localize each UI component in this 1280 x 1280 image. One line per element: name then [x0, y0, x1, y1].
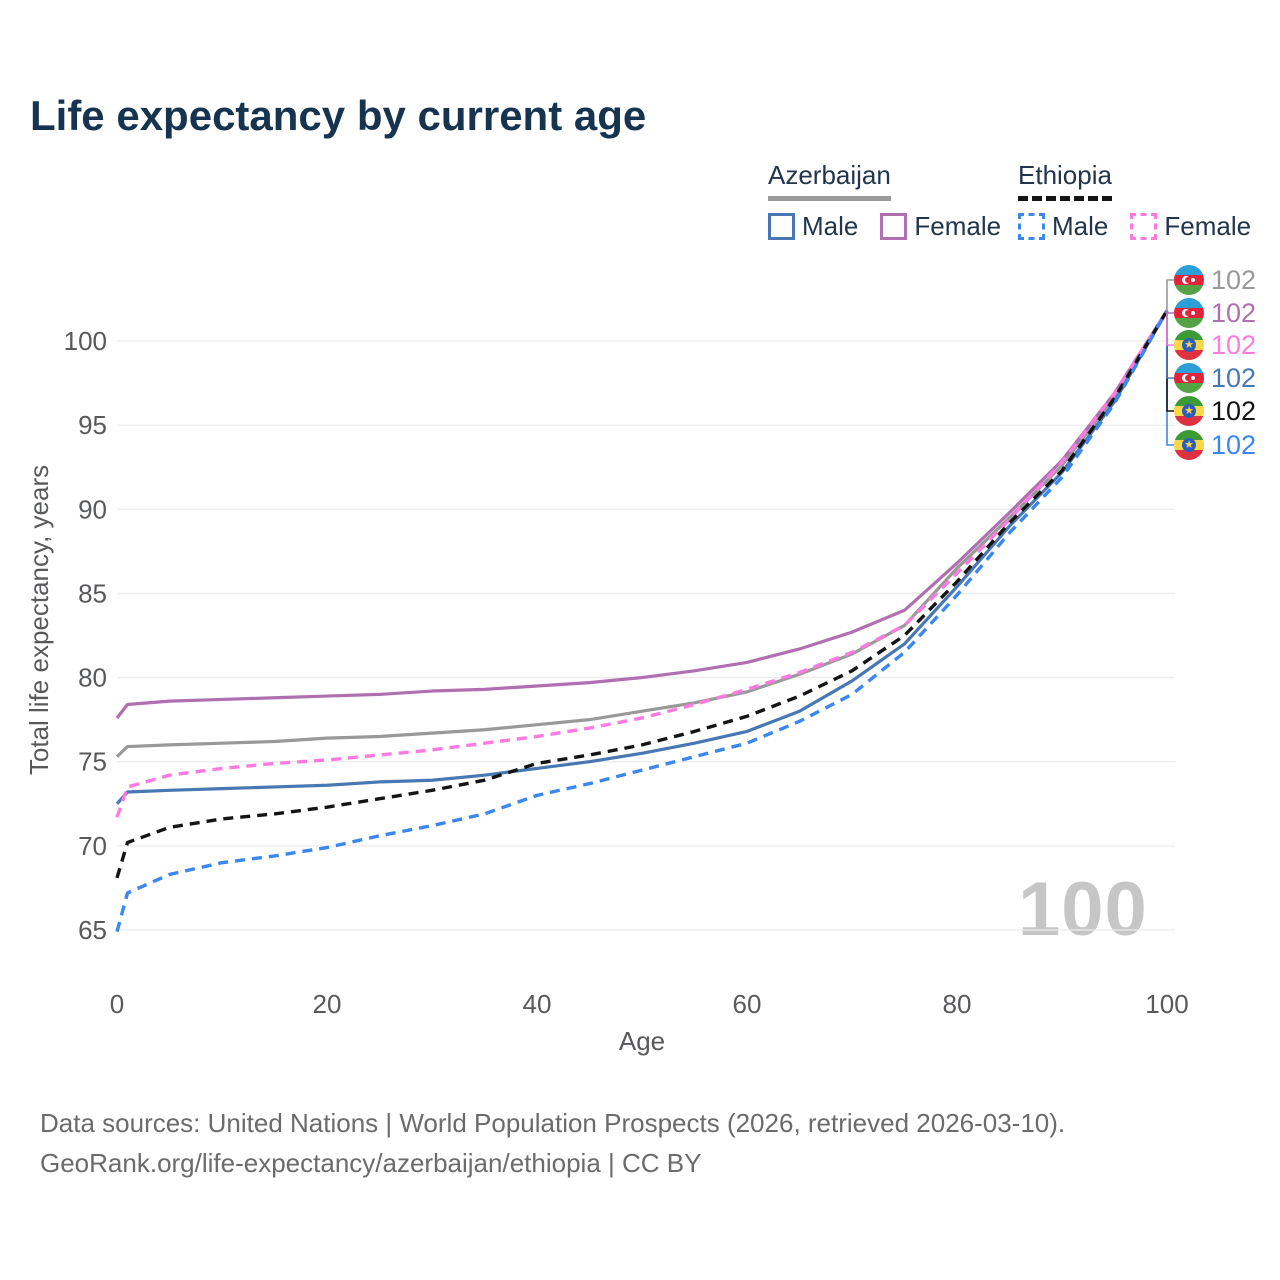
legend-label: Female	[914, 211, 1002, 241]
legend-item-azerbaijan-female[interactable]: Female	[880, 211, 1001, 242]
end-value: 102	[1211, 298, 1257, 328]
y-tick-label: 75	[78, 747, 107, 777]
azerbaijan-flag-icon	[1174, 363, 1204, 393]
end-label-azerbaijan-both[interactable]: 102	[1174, 265, 1256, 295]
series-line-azerbaijan-both-sexes[interactable]	[115, 309, 1169, 758]
y-tick-label: 80	[78, 663, 107, 693]
end-label-ethiopia-female[interactable]: ★ 102	[1174, 330, 1256, 360]
y-tick-label: 90	[78, 494, 107, 524]
end-value: 102	[1211, 396, 1257, 426]
ethiopia-flag-icon: ★	[1174, 396, 1204, 426]
ethiopia-flag-icon: ★	[1174, 430, 1204, 460]
legend-label: Male	[802, 211, 859, 241]
end-label-connector	[1166, 279, 1174, 311]
legend-country-ethiopia[interactable]: Ethiopia	[1018, 160, 1112, 201]
y-tick-label: 65	[78, 915, 107, 945]
legend-label: Female	[1164, 211, 1252, 241]
x-tick-label: 0	[110, 989, 124, 1019]
x-tick-label: 40	[523, 989, 552, 1019]
series-line-azerbaijan-female[interactable]	[115, 309, 1169, 719]
legend-item-azerbaijan-male[interactable]: Male	[768, 211, 858, 242]
azerbaijan-male-swatch-icon	[768, 213, 795, 240]
azerbaijan-flag-icon	[1174, 265, 1204, 295]
end-label-connectors	[1166, 279, 1174, 446]
attribution-link-text: GeoRank.org/life-expectancy/azerbaijan/e…	[40, 1148, 702, 1178]
end-label-connector	[1166, 310, 1174, 314]
legend-country-azerbaijan[interactable]: Azerbaijan	[768, 160, 891, 201]
series-line-ethiopia-female[interactable]	[115, 309, 1169, 818]
current-age-watermark: 100	[1018, 867, 1148, 952]
legend-items-azerbaijan: Male Female	[768, 211, 1001, 242]
end-label-ethiopia-male[interactable]: ★ 102	[1174, 430, 1256, 460]
ethiopia-female-swatch-icon	[1130, 213, 1158, 240]
gridlines	[117, 340, 1175, 931]
end-label-connector	[1166, 310, 1174, 412]
ethiopia-flag-icon: ★	[1174, 330, 1204, 360]
legend-item-ethiopia-male[interactable]: Male	[1018, 211, 1108, 242]
legend-group-ethiopia: Ethiopia Male Female	[1018, 160, 1251, 242]
ethiopia-male-swatch-icon	[1018, 213, 1045, 240]
end-value: 102	[1211, 363, 1257, 393]
legend-item-ethiopia-female[interactable]: Female	[1130, 211, 1251, 242]
x-axis-tick-labels: 0 20 40 60 80 100	[110, 989, 1189, 1019]
y-axis-tick-labels: 65 70 75 80 85 90 95 100	[64, 326, 107, 945]
data-sources-text: Data sources: United Nations | World Pop…	[40, 1108, 1066, 1138]
x-tick-label: 100	[1145, 989, 1188, 1019]
legend-group-azerbaijan: Azerbaijan Male Female	[768, 160, 1001, 242]
end-label-azerbaijan-male[interactable]: 102	[1174, 363, 1256, 393]
x-axis-title: Age	[619, 1026, 665, 1056]
series-line-ethiopia-both-sexes[interactable]	[115, 309, 1169, 879]
x-tick-label: 20	[313, 989, 342, 1019]
y-tick-label: 95	[78, 410, 107, 440]
y-axis-title: Total life expectancy, years	[24, 465, 54, 775]
end-label-connector	[1166, 310, 1174, 346]
legend-items-ethiopia: Male Female	[1018, 211, 1251, 242]
end-label-azerbaijan-female[interactable]: 102	[1174, 298, 1256, 328]
x-tick-label: 80	[943, 989, 972, 1019]
azerbaijan-flag-icon	[1174, 298, 1204, 328]
series-line-azerbaijan-male[interactable]	[115, 309, 1169, 805]
series-lines	[115, 309, 1169, 933]
x-tick-label: 60	[733, 989, 762, 1019]
y-tick-label: 100	[64, 326, 107, 356]
y-tick-label: 85	[78, 578, 107, 608]
end-value: 102	[1211, 330, 1257, 360]
azerbaijan-female-swatch-icon	[880, 213, 908, 240]
series-line-ethiopia-male[interactable]	[115, 309, 1169, 933]
end-value: 102	[1211, 265, 1257, 295]
y-tick-label: 70	[78, 831, 107, 861]
legend-label: Male	[1052, 211, 1109, 241]
page-title: Life expectancy by current age	[30, 92, 647, 139]
end-value: 102	[1211, 430, 1257, 460]
end-label-ethiopia-both[interactable]: ★ 102	[1174, 396, 1256, 426]
